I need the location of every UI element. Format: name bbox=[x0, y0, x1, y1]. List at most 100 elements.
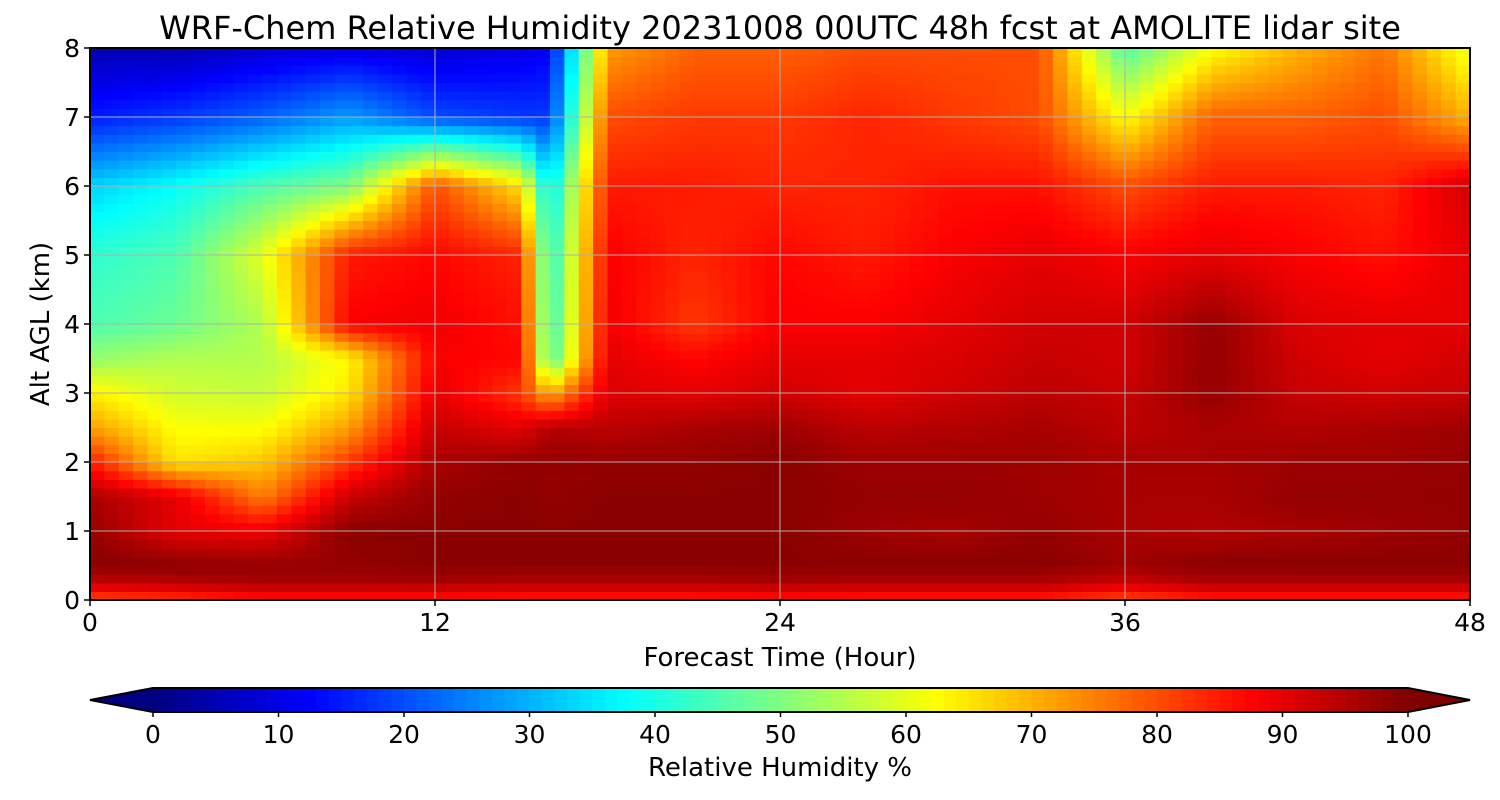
heatmap-cell bbox=[1125, 211, 1140, 222]
heatmap-cell bbox=[1168, 341, 1184, 351]
heatmap-cell bbox=[909, 263, 925, 273]
heatmap-cell bbox=[90, 462, 105, 472]
heatmap-cell bbox=[693, 315, 709, 325]
heatmap-cell bbox=[391, 531, 407, 541]
heatmap-cell bbox=[593, 289, 609, 299]
heatmap-cell bbox=[1139, 548, 1155, 558]
heatmap-cell bbox=[406, 444, 422, 454]
heatmap-cell bbox=[693, 272, 709, 282]
heatmap-cell bbox=[1067, 324, 1083, 334]
heatmap-cell bbox=[665, 444, 680, 454]
heatmap-cell bbox=[1211, 410, 1227, 420]
heatmap-cell bbox=[506, 556, 522, 567]
heatmap-cell bbox=[1081, 384, 1097, 394]
heatmap-cell bbox=[1096, 410, 1112, 420]
heatmap-cell bbox=[161, 298, 177, 308]
heatmap-cell bbox=[176, 151, 192, 161]
heatmap-cell bbox=[363, 324, 379, 334]
heatmap-cell bbox=[578, 591, 594, 601]
heatmap-cell bbox=[621, 462, 637, 472]
heatmap-cell bbox=[1038, 246, 1054, 256]
heatmap-cell bbox=[708, 298, 724, 308]
heatmap-cell bbox=[1311, 160, 1327, 170]
heatmap-cell bbox=[1268, 367, 1284, 377]
heatmap-cell bbox=[1211, 298, 1227, 308]
heatmap-cell bbox=[334, 375, 350, 385]
heatmap-cell bbox=[90, 349, 105, 360]
heatmap-cell bbox=[1369, 324, 1385, 334]
heatmap-cell bbox=[276, 324, 292, 334]
heatmap-cell bbox=[1398, 306, 1414, 316]
heatmap-cell bbox=[736, 358, 752, 368]
heatmap-cell bbox=[866, 237, 882, 247]
heatmap-cell bbox=[190, 315, 206, 325]
heatmap-cell bbox=[1053, 548, 1069, 558]
heatmap-cell bbox=[794, 203, 810, 213]
heatmap-cell bbox=[895, 582, 910, 592]
heatmap-cell bbox=[535, 410, 551, 420]
heatmap-cell bbox=[578, 177, 594, 187]
heatmap-cell bbox=[1168, 186, 1184, 196]
heatmap-cell bbox=[276, 496, 292, 506]
heatmap-cell bbox=[1211, 582, 1227, 592]
heatmap-cell bbox=[1211, 591, 1227, 601]
heatmap-cell bbox=[248, 367, 264, 377]
heatmap-cell bbox=[823, 393, 839, 403]
heatmap-cell bbox=[794, 358, 810, 368]
heatmap-cell bbox=[276, 513, 292, 523]
heatmap-cell bbox=[176, 280, 192, 291]
heatmap-cell bbox=[262, 160, 278, 170]
heatmap-cell bbox=[1211, 513, 1227, 523]
heatmap-cell bbox=[1139, 220, 1155, 230]
heatmap-cell bbox=[1225, 487, 1241, 498]
heatmap-cell bbox=[1196, 384, 1212, 394]
heatmap-cell bbox=[1024, 393, 1040, 403]
heatmap-cell bbox=[895, 298, 910, 308]
heatmap-cell bbox=[1153, 272, 1169, 282]
heatmap-cell bbox=[449, 263, 465, 273]
heatmap-cell bbox=[1067, 505, 1083, 515]
heatmap-cell bbox=[578, 289, 594, 299]
heatmap-cell bbox=[550, 272, 565, 282]
heatmap-cell bbox=[1283, 479, 1299, 489]
heatmap-cell bbox=[1412, 436, 1428, 446]
heatmap-cell bbox=[348, 410, 364, 420]
heatmap-cell bbox=[305, 177, 321, 187]
heatmap-cell bbox=[435, 358, 450, 368]
heatmap-cell bbox=[952, 548, 968, 558]
heatmap-cell bbox=[276, 582, 292, 592]
heatmap-cell bbox=[1268, 427, 1284, 437]
heatmap-cell bbox=[190, 582, 206, 592]
heatmap-cell bbox=[521, 203, 537, 213]
heatmap-cell bbox=[564, 436, 580, 446]
heatmap-cell bbox=[621, 418, 637, 429]
heatmap-cell bbox=[564, 565, 580, 575]
heatmap-cell bbox=[1139, 453, 1155, 463]
heatmap-cell bbox=[1383, 194, 1399, 204]
heatmap-cell bbox=[593, 444, 609, 454]
heatmap-cell bbox=[693, 556, 709, 567]
heatmap-cell bbox=[219, 574, 235, 584]
heatmap-cell bbox=[1067, 410, 1083, 420]
heatmap-cell bbox=[1081, 324, 1097, 334]
heatmap-cell bbox=[262, 470, 278, 480]
heatmap-cell bbox=[607, 160, 623, 170]
heatmap-cell bbox=[1412, 177, 1428, 187]
heatmap-cell bbox=[1010, 513, 1025, 523]
heatmap-cell bbox=[564, 298, 580, 308]
heatmap-cell bbox=[952, 280, 968, 291]
heatmap-cell bbox=[1441, 436, 1457, 446]
heatmap-cell bbox=[1024, 548, 1040, 558]
heatmap-cell bbox=[564, 237, 580, 247]
heatmap-cell bbox=[1153, 220, 1169, 230]
heatmap-cell bbox=[1297, 246, 1313, 256]
heatmap-cell bbox=[1311, 513, 1327, 523]
heatmap-cell bbox=[1383, 220, 1399, 230]
heatmap-cell bbox=[1038, 487, 1054, 498]
heatmap-cell bbox=[248, 591, 264, 601]
heatmap-cell bbox=[478, 453, 494, 463]
heatmap-cell bbox=[851, 462, 867, 472]
heatmap-cell bbox=[176, 401, 192, 411]
heatmap-cell bbox=[665, 332, 680, 342]
heatmap-cell bbox=[478, 306, 494, 316]
